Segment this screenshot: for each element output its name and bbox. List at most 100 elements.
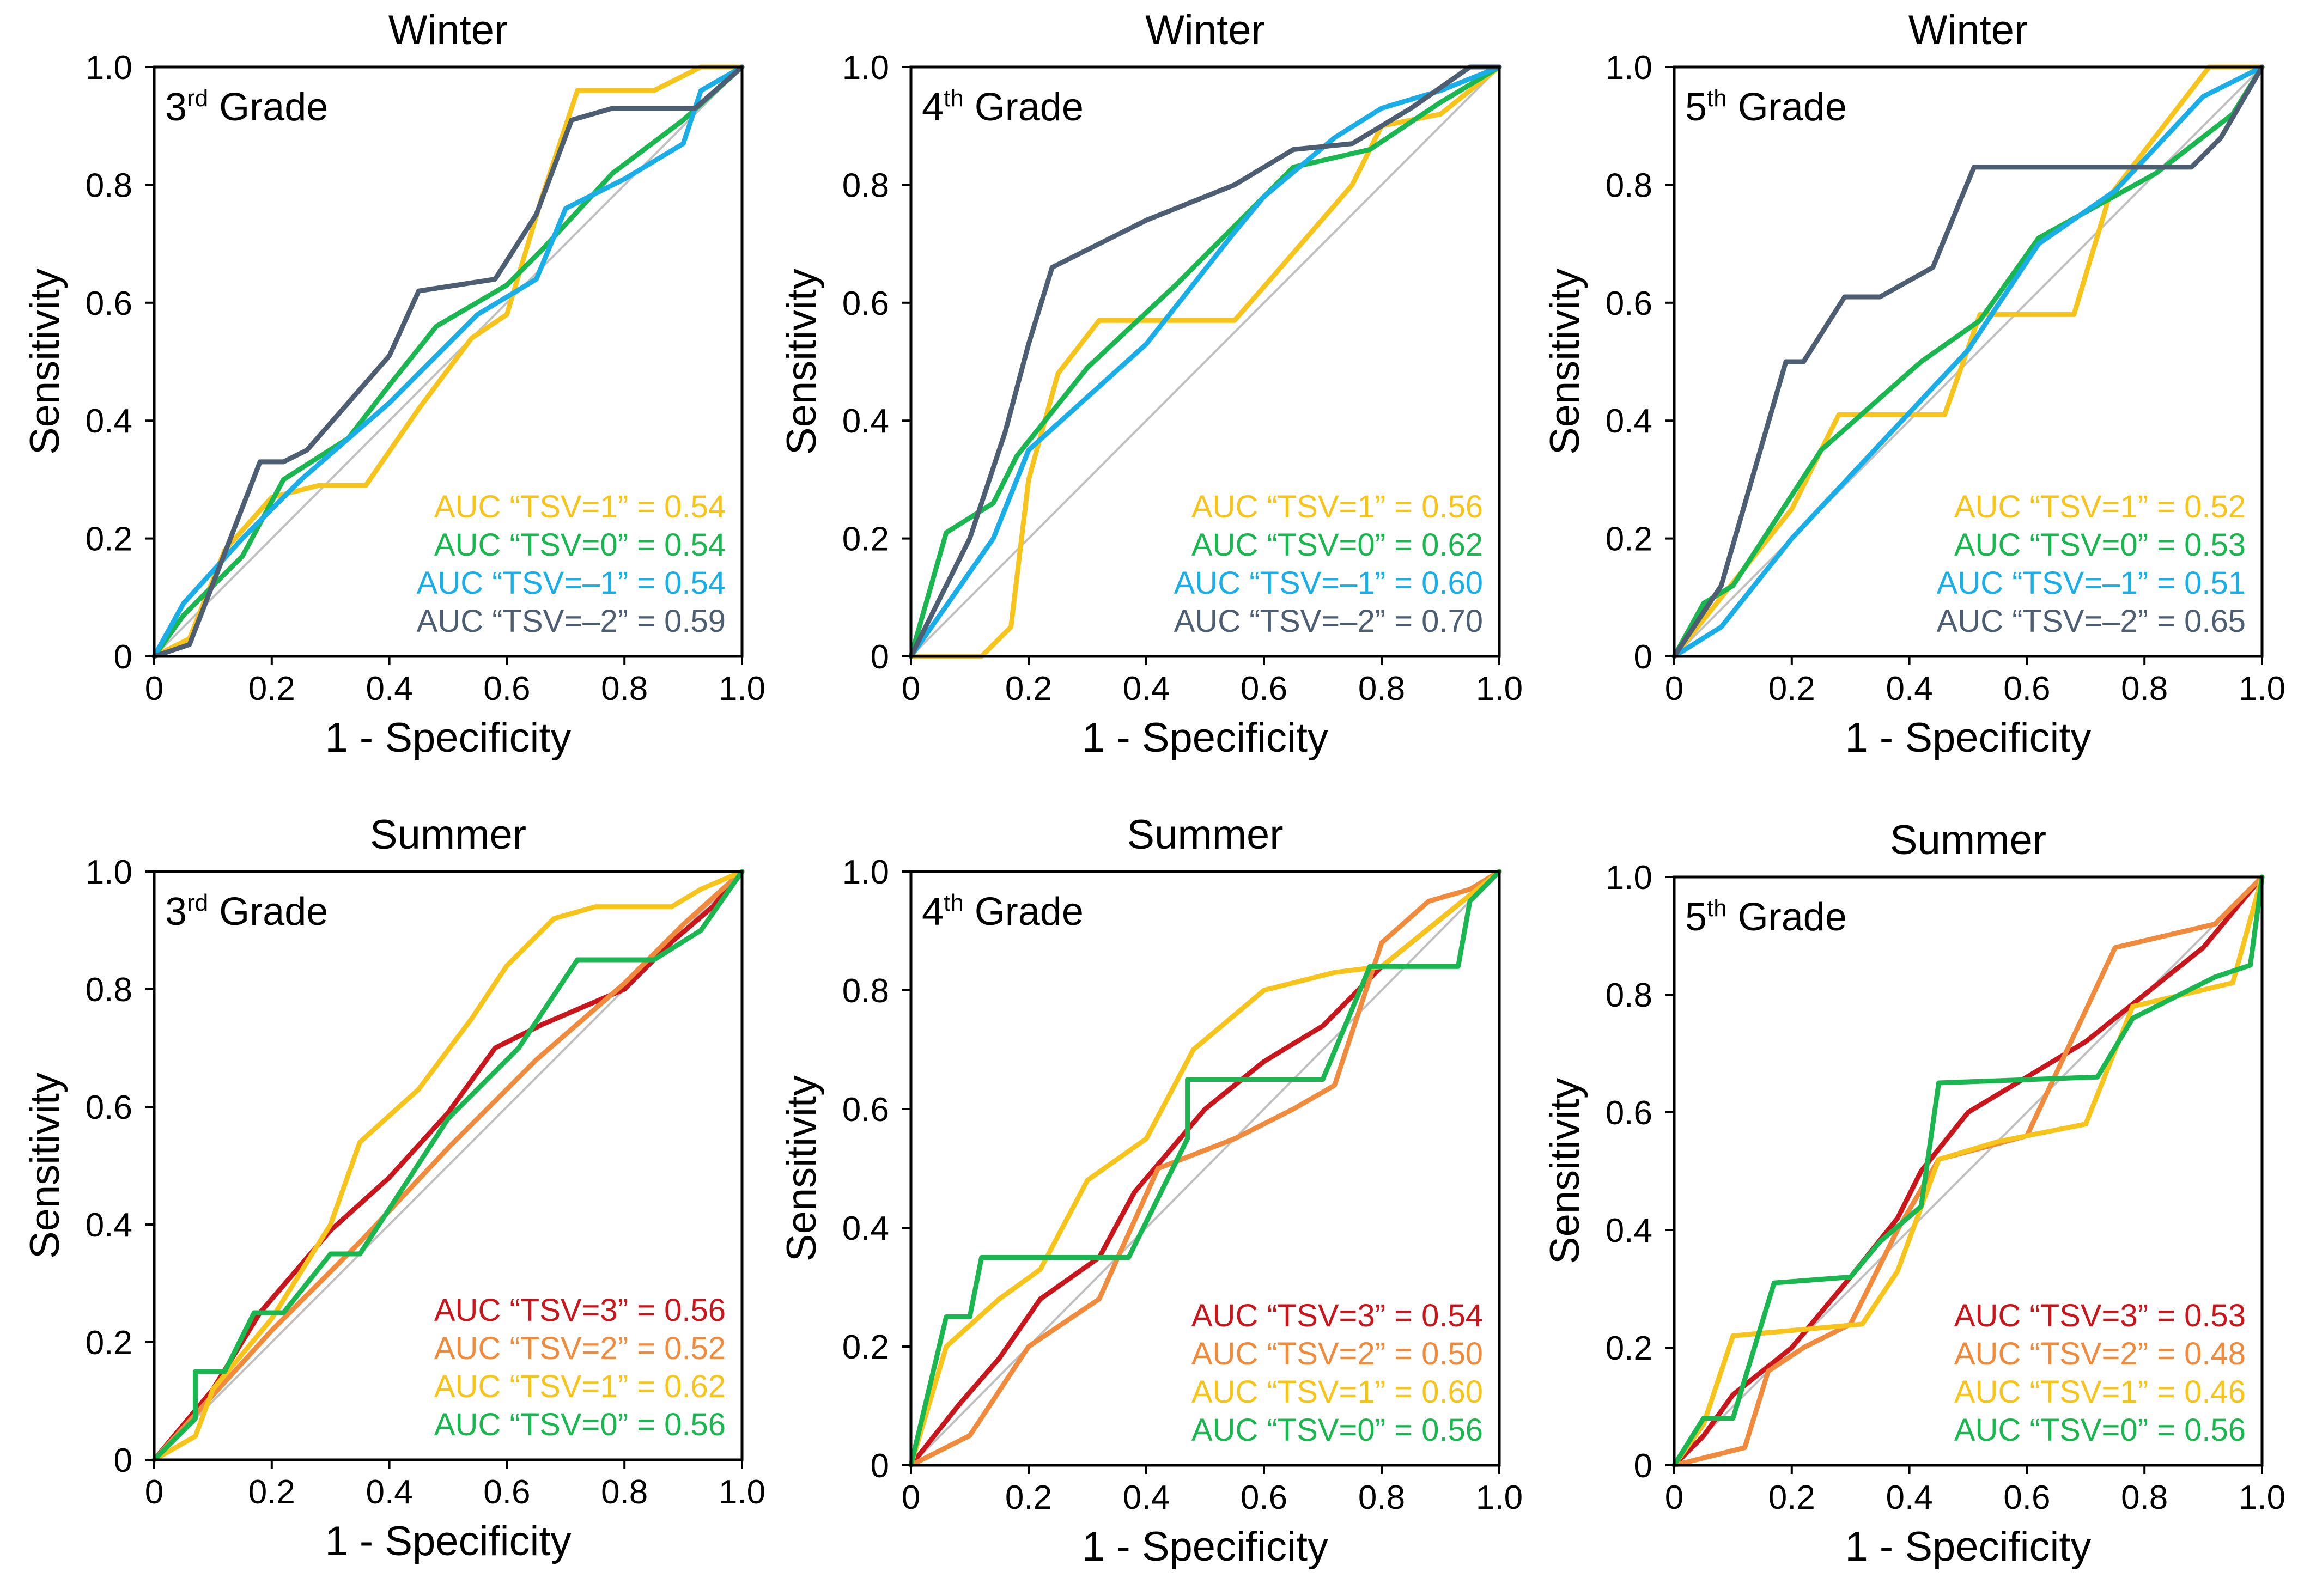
auc-legend-entry: AUC “TSV=1” = 0.56 — [1191, 489, 1483, 525]
auc-legend-entry: AUC “TSV=1” = 0.60 — [1191, 1374, 1483, 1410]
y-tick-label: 0.4 — [86, 1207, 132, 1244]
grade-number: 3 — [165, 890, 187, 934]
grade-suffix: th — [944, 85, 964, 112]
grade-word: Grade — [964, 86, 1084, 129]
x-tick-label: 1.0 — [1476, 1479, 1523, 1516]
grade-suffix: rd — [187, 890, 208, 916]
panel-title: Summer — [1127, 812, 1283, 858]
auc-legend-entry: AUC “TSV=1” = 0.62 — [434, 1369, 726, 1404]
x-axis-label: 1 - Specificity — [1082, 715, 1328, 761]
auc-legend-entry: AUC “TSV=1” = 0.46 — [1954, 1374, 2246, 1410]
panel-title: Summer — [1890, 817, 2046, 863]
roc-curve-tsvneg2 — [1671, 64, 2265, 659]
y-tick-label: 0.6 — [86, 285, 132, 322]
y-tick-label: 0.8 — [1606, 167, 1652, 204]
y-axis-label: Sensitivity — [22, 1073, 68, 1259]
chance-diagonal-line — [910, 66, 1500, 657]
x-tick-label: 0.8 — [601, 670, 648, 708]
grade-label: 3rd Grade — [165, 890, 328, 934]
roc-curve-tsvneg1 — [908, 64, 1502, 659]
auc-legend-entry: AUC “TSV=2” = 0.48 — [1954, 1336, 2246, 1372]
y-tick-label: 0.4 — [1606, 1212, 1652, 1250]
roc-curve-tsv3 — [151, 869, 745, 1463]
auc-legend-entry: AUC “TSV=3” = 0.56 — [434, 1293, 726, 1328]
grade-word: Grade — [208, 890, 328, 934]
x-tick-label: 1.0 — [2239, 1479, 2285, 1516]
y-tick-label: 1.0 — [86, 49, 132, 87]
auc-legend-entry: AUC “TSV=0” = 0.56 — [1954, 1412, 2246, 1448]
y-tick-label: 0.6 — [86, 1089, 132, 1126]
x-tick-label: 0.2 — [248, 670, 295, 708]
y-tick-label: 0.2 — [842, 521, 889, 558]
grade-word: Grade — [208, 86, 328, 129]
y-tick-label: 0.8 — [842, 167, 889, 204]
x-axis-label: 1 - Specificity — [1845, 715, 2092, 761]
roc-curve-tsv3 — [1671, 874, 2265, 1468]
x-tick-label: 0.6 — [2003, 670, 2050, 708]
roc-panel-summer-grade-5: 0 0.2 0.4 0.6 0.8 1.0 0 0.2 0.4 0.6 0.8 1.0 1 - Spec… — [1542, 817, 2285, 1570]
auc-legend-entry: AUC “TSV=0” = 0.53 — [1954, 527, 2246, 563]
y-tick-label: 1.0 — [1606, 859, 1652, 897]
x-tick-label: 0.4 — [1886, 1479, 1932, 1516]
x-axis-label: 1 - Specificity — [1845, 1524, 2092, 1570]
roc-curve-tsv1 — [151, 869, 745, 1463]
y-tick-label: 0 — [871, 1447, 889, 1485]
roc-curve-tsv0 — [151, 869, 745, 1463]
y-tick-label: 0.6 — [842, 285, 889, 322]
grade-number: 4 — [922, 890, 944, 934]
auc-legend-entry: AUC “TSV=0” = 0.56 — [434, 1407, 726, 1442]
x-tick-label: 0.8 — [1358, 1479, 1405, 1516]
plot-frame — [153, 870, 744, 1461]
x-tick-label: 1.0 — [1476, 670, 1523, 708]
grade-label: 5th Grade — [1685, 895, 1847, 939]
grade-label: 5th Grade — [1685, 85, 1847, 129]
x-tick-label: 0 — [1665, 670, 1683, 708]
y-tick-label: 1.0 — [1606, 49, 1652, 87]
roc-curve-tsvneg2 — [151, 64, 745, 659]
x-tick-label: 0.6 — [483, 670, 530, 708]
x-axis-label: 1 - Specificity — [325, 1518, 572, 1564]
grade-word: Grade — [1727, 86, 1847, 129]
x-tick-label: 0.2 — [1005, 670, 1052, 708]
y-tick-label: 0.8 — [86, 971, 132, 1009]
roc-curve-tsvneg1 — [1671, 64, 2265, 659]
y-tick-label: 0.4 — [842, 1210, 889, 1247]
x-tick-label: 0.4 — [366, 670, 412, 708]
auc-legend-entry: AUC “TSV=2” = 0.52 — [434, 1331, 726, 1366]
x-tick-label: 0.8 — [1358, 670, 1405, 708]
plot-frame — [153, 65, 744, 658]
panel-title: Winter — [1908, 7, 2028, 53]
x-tick-label: 0.2 — [248, 1473, 295, 1511]
auc-legend-entry: AUC “TSV=2” = 0.50 — [1191, 1336, 1483, 1372]
x-tick-label: 0 — [145, 1473, 163, 1511]
grade-suffix: th — [1707, 895, 1727, 922]
roc-curve-tsv1 — [1671, 64, 2265, 659]
x-tick-label: 0.4 — [1886, 670, 1932, 708]
y-tick-label: 0 — [1634, 638, 1652, 676]
grade-label: 3rd Grade — [165, 85, 328, 129]
roc-curve-tsv1 — [151, 64, 745, 659]
roc-curve-tsvneg2 — [908, 64, 1502, 659]
auc-legend-entry: AUC “TSV=0” = 0.54 — [434, 527, 726, 563]
roc-panel-winter-grade-4: 0 0.2 0.4 0.6 0.8 1.0 0 0.2 0.4 0.6 0.8 1.0 1 - Spec… — [779, 7, 1523, 761]
y-axis-label: Sensitivity — [779, 1075, 825, 1262]
auc-legend-entry: AUC “TSV=3” = 0.53 — [1954, 1298, 2246, 1333]
y-tick-label: 0.4 — [1606, 403, 1652, 440]
y-axis-label: Sensitivity — [1542, 1078, 1588, 1264]
y-tick-label: 0.2 — [86, 521, 132, 558]
y-tick-label: 1.0 — [842, 854, 889, 891]
y-tick-label: 0.8 — [86, 167, 132, 204]
auc-legend-entry: AUC “TSV=1” = 0.54 — [434, 489, 726, 525]
auc-legend-entry: AUC “TSV=0” = 0.62 — [1191, 527, 1483, 563]
x-tick-label: 0.4 — [366, 1473, 412, 1511]
y-tick-label: 0.6 — [1606, 285, 1652, 322]
y-tick-label: 0.2 — [1606, 1330, 1652, 1367]
x-tick-label: 0 — [1665, 1479, 1683, 1516]
roc-panel-winter-grade-5: 0 0.2 0.4 0.6 0.8 1.0 0 0.2 0.4 0.6 0.8 1.0 1 - Spec… — [1542, 7, 2285, 761]
auc-legend-entry: AUC “TSV=0” = 0.56 — [1191, 1412, 1483, 1448]
x-tick-label: 0.6 — [1241, 1479, 1287, 1516]
y-tick-label: 0.2 — [86, 1324, 132, 1362]
grade-suffix: th — [1707, 85, 1727, 112]
panel-title: Winter — [388, 7, 508, 53]
